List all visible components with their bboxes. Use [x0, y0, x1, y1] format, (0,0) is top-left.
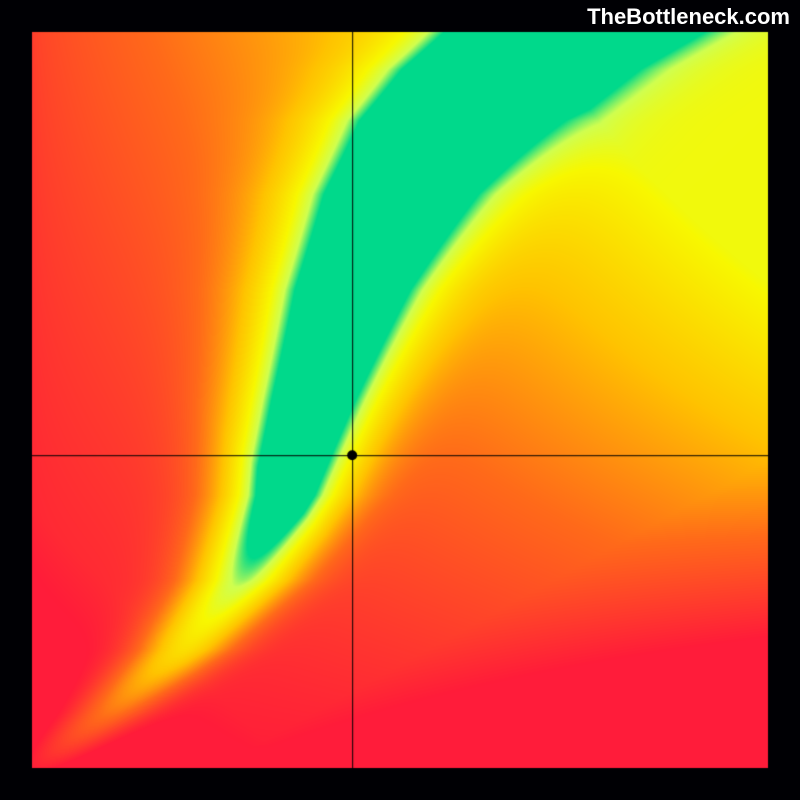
heatmap-canvas [0, 0, 800, 800]
watermark-text: TheBottleneck.com [587, 4, 790, 30]
figure-root: TheBottleneck.com [0, 0, 800, 800]
